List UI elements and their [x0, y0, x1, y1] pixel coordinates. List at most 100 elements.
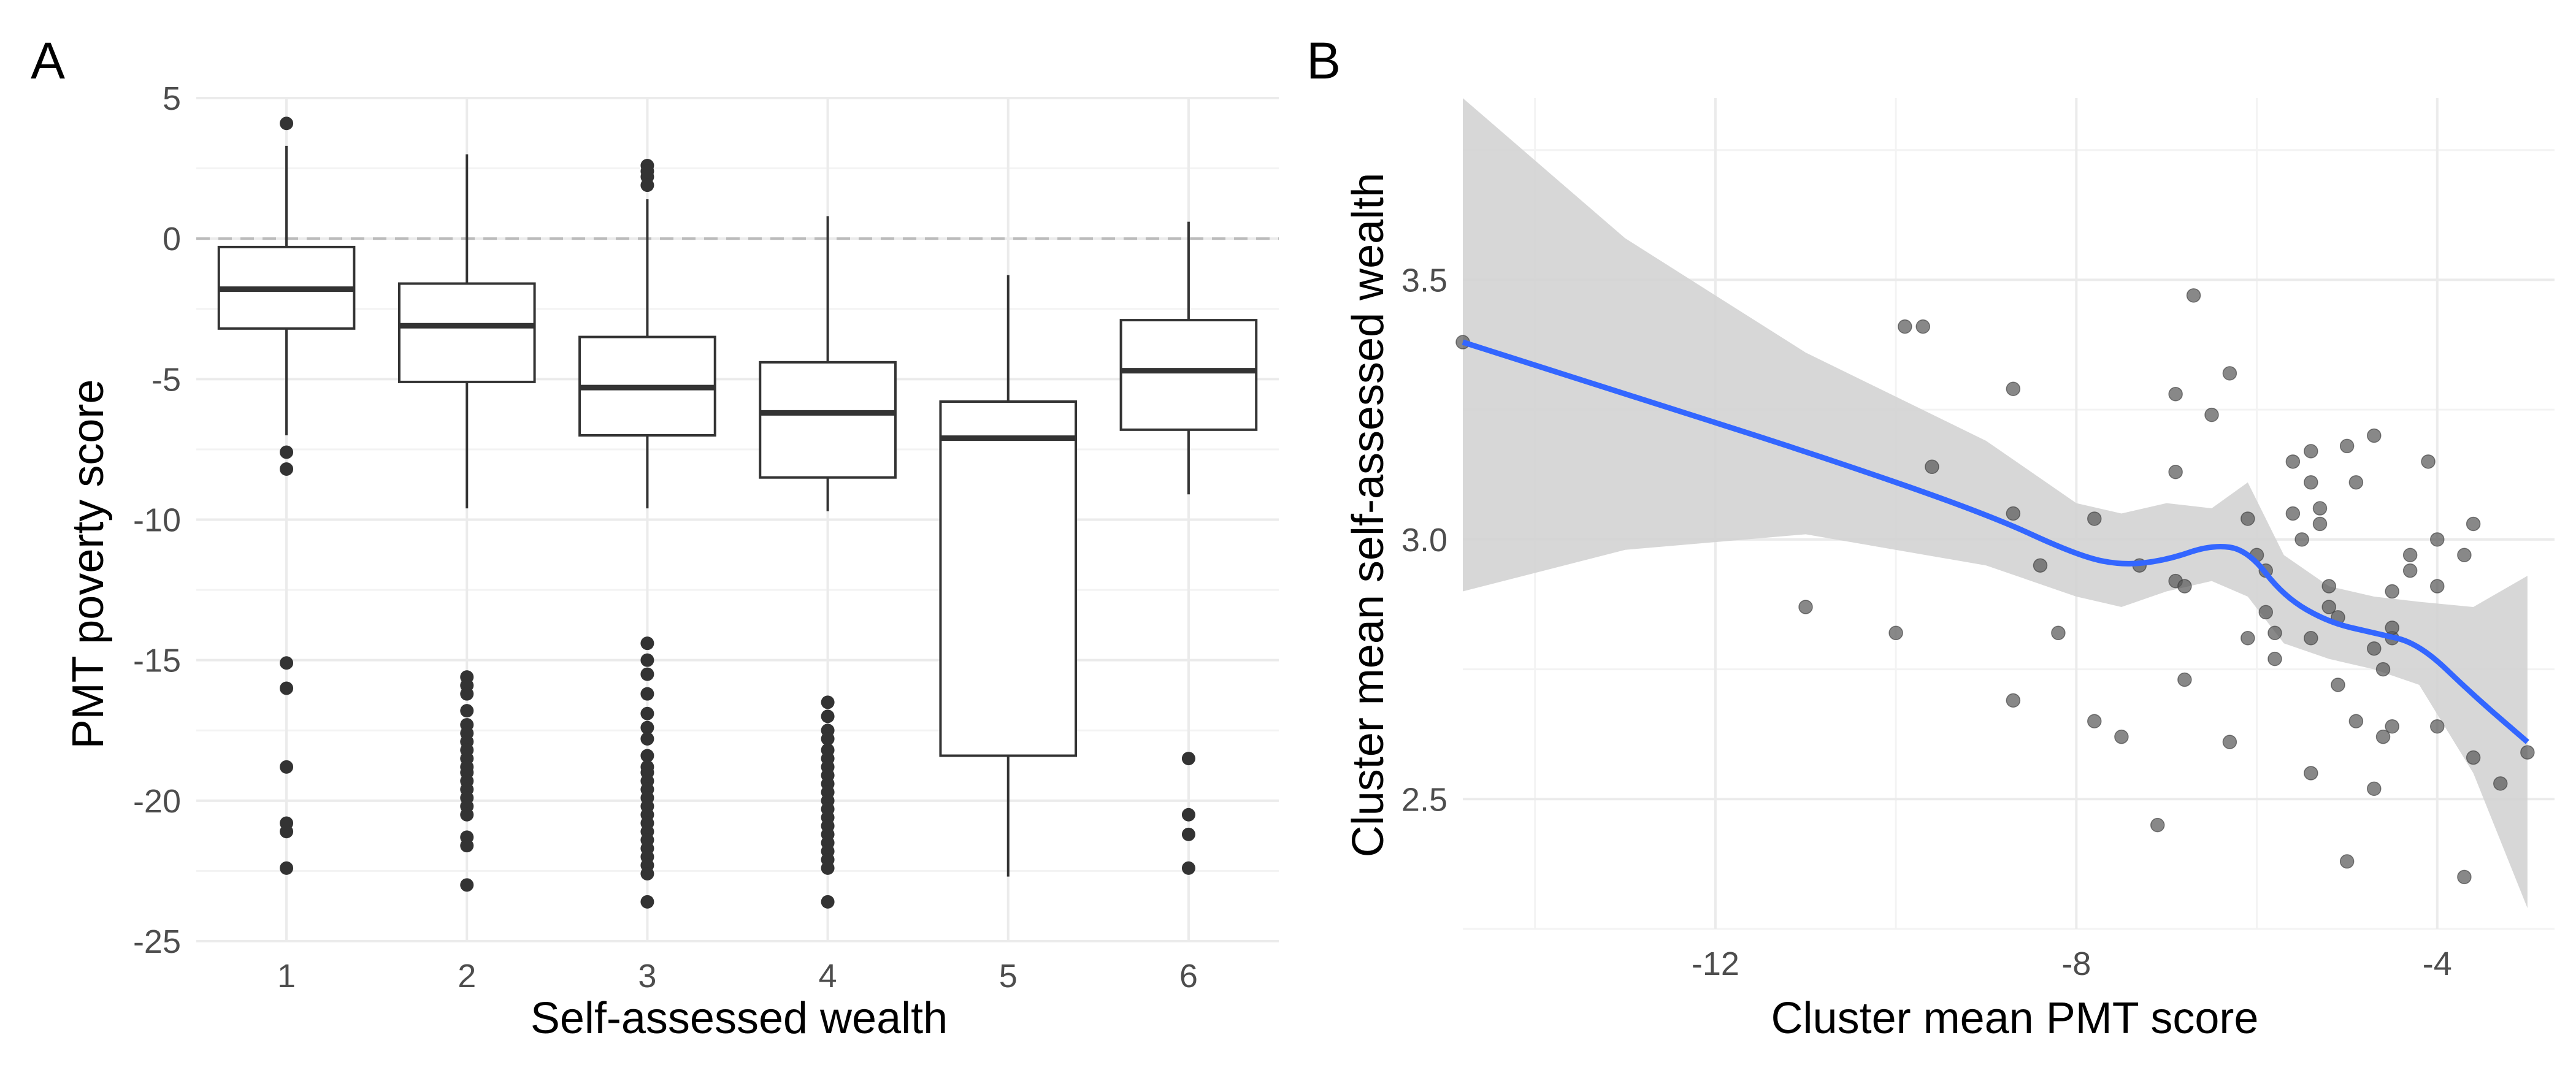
- scatter-point: [2367, 428, 2382, 443]
- iqr-box: [397, 282, 536, 383]
- scatter-point: [2385, 584, 2399, 599]
- outlier-point: [460, 687, 474, 701]
- scatter-point: [2402, 563, 2418, 578]
- outlier-point: [640, 636, 654, 651]
- scatter-point: [2348, 475, 2364, 490]
- y-tick-label: 3.5: [1401, 262, 1447, 299]
- outlier-point: [280, 462, 294, 476]
- scatter-point: [2375, 662, 2391, 677]
- scatter-point: [2520, 745, 2535, 760]
- scatter-point: [2493, 776, 2508, 791]
- outlier-point: [640, 749, 654, 763]
- panel-b: 2.5 3.0 3.5 -12 -8 -4 Cluster mean PMT score…: [1306, 32, 2555, 1043]
- outlier-point: [821, 732, 835, 746]
- outlier-point: [1181, 808, 1195, 822]
- x-tick-label: 4: [819, 958, 837, 995]
- outlier-point: [821, 895, 835, 909]
- scatter-point: [2294, 532, 2309, 547]
- x-tick-label: -8: [2061, 945, 2091, 982]
- y-tick-label: 0: [163, 221, 181, 258]
- scatter-point: [2168, 465, 2183, 479]
- scatter-point: [1888, 625, 1903, 641]
- scatter-point: [2430, 532, 2445, 547]
- outlier-point: [280, 656, 294, 670]
- scatter-point: [2114, 729, 2129, 744]
- x-tick-label: -12: [1692, 945, 1739, 982]
- scatter-point: [2006, 693, 2021, 708]
- scatter-point: [2304, 766, 2318, 781]
- scatter-point: [2457, 869, 2472, 885]
- scatter-point: [2285, 454, 2301, 469]
- panel-a-grid: [196, 97, 1279, 942]
- panel-a-y-axis-title: PMT poverty score: [64, 380, 113, 749]
- outlier-point: [640, 867, 654, 880]
- iqr-box: [1119, 319, 1258, 431]
- scatter-point: [2006, 506, 2021, 521]
- box-5: [939, 275, 1078, 877]
- scatter-point: [2466, 750, 2481, 765]
- scatter-point: [2367, 781, 2382, 796]
- panel-a-y-tick-labels: 5 0 -5 -10 -15 -20 -25: [133, 80, 181, 960]
- scatter-point: [2241, 511, 2255, 526]
- y-tick-label: 3.0: [1401, 522, 1447, 559]
- box-4: [759, 216, 897, 909]
- scatter-point: [1925, 459, 1939, 475]
- panel-a-label: A: [31, 32, 65, 90]
- outlier-point: [640, 720, 654, 735]
- outlier-point: [460, 878, 474, 892]
- scatter-point: [2267, 625, 2282, 641]
- outlier-point: [460, 808, 474, 822]
- scatter-point: [2430, 579, 2445, 594]
- scatter-point: [2177, 579, 2192, 594]
- scatter-point: [2033, 558, 2048, 573]
- scatter-point: [2051, 625, 2066, 641]
- scatter-point: [2367, 641, 2382, 656]
- scatter-point: [2457, 548, 2472, 562]
- panel-a-x-axis-title: Self-assessed wealth: [531, 994, 948, 1043]
- outlier-point: [460, 704, 474, 718]
- scatter-point: [2222, 366, 2237, 381]
- box-2: [397, 154, 536, 892]
- scatter-point: [2321, 600, 2336, 614]
- scatter-point: [2321, 579, 2336, 594]
- scatter-point: [2385, 719, 2399, 734]
- scatter-point: [2087, 511, 2102, 526]
- outlier-point: [280, 681, 294, 695]
- panel-b-points: [1455, 288, 2535, 885]
- smooth-confidence-ribbon: [1463, 98, 2528, 909]
- panel-b-y-tick-labels: 2.5 3.0 3.5: [1401, 262, 1447, 818]
- y-tick-label: -15: [133, 643, 181, 679]
- outlier-point: [821, 695, 835, 709]
- scatter-point: [2186, 288, 2201, 303]
- outlier-point: [640, 706, 654, 720]
- scatter-point: [2304, 631, 2318, 646]
- outlier-point: [1181, 861, 1195, 875]
- scatter-point: [2312, 501, 2328, 516]
- panel-b-label: B: [1306, 32, 1341, 90]
- scatter-point: [2339, 854, 2355, 869]
- box-1: [217, 116, 356, 875]
- scatter-point: [2339, 438, 2355, 454]
- panel-a-x-tick-labels: 1 2 3 4 5 6: [277, 958, 1198, 995]
- scatter-point: [2087, 714, 2102, 728]
- outlier-point: [1181, 752, 1195, 766]
- scatter-point: [2421, 454, 2436, 469]
- outlier-point: [280, 825, 294, 839]
- smooth-trend-line: [1462, 339, 2529, 744]
- outlier-point: [640, 653, 654, 667]
- scatter-point: [2006, 381, 2021, 396]
- y-tick-label: 5: [163, 80, 181, 117]
- scatter-point: [2204, 407, 2219, 422]
- x-tick-label: 6: [1179, 958, 1198, 995]
- scatter-point: [2241, 631, 2255, 646]
- outlier-point: [280, 445, 294, 459]
- scatter-point: [2285, 506, 2301, 521]
- panel-b-y-axis-title: Cluster mean self-assessed wealth: [1344, 173, 1393, 858]
- x-tick-label: 1: [277, 958, 296, 995]
- scatter-point: [2267, 651, 2282, 666]
- scatter-point: [2348, 714, 2364, 728]
- scatter-point: [1915, 319, 1930, 334]
- outlier-point: [640, 178, 654, 193]
- scatter-point: [1798, 600, 1813, 614]
- panel-b-x-axis-title: Cluster mean PMT score: [1771, 994, 2259, 1043]
